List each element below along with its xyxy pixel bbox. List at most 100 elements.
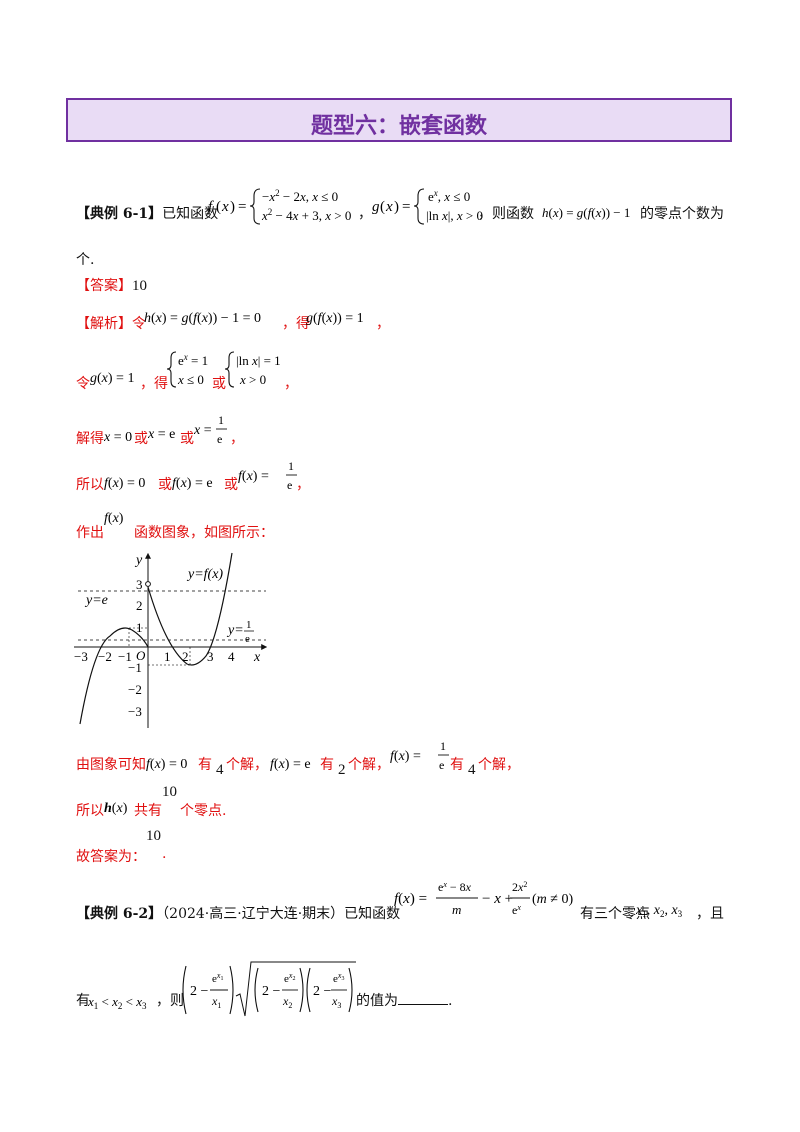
- text-gejie-3: 个解，: [478, 757, 520, 773]
- example-2-source: （2024·高三·辽宁大连·期末）: [162, 906, 345, 922]
- symbol-h-x: h(x): [104, 801, 128, 816]
- answer-blank[interactable]: [398, 992, 448, 1005]
- svg-text:e: e: [217, 432, 222, 446]
- text-comma: ，: [376, 316, 390, 332]
- svg-text:2 −: 2 −: [190, 984, 209, 999]
- then-text: ，则函数: [478, 206, 534, 222]
- text-then: ，则: [156, 993, 184, 1009]
- svg-text:−x2 − 2x, x ≤ 0: −x2 − 2x, x ≤ 0: [262, 188, 338, 204]
- svg-text:f(x) =: f(x) =: [390, 749, 421, 764]
- h-definition: h(x) = g(f(x)) − 1: [542, 205, 630, 220]
- text-ling-2: 令: [76, 376, 90, 392]
- svg-text:h(x): h(x): [104, 801, 128, 816]
- svg-text:|ln x| = 1: |ln x| = 1: [236, 353, 281, 368]
- origin-label: O: [136, 648, 146, 663]
- svg-text:e: e: [439, 758, 444, 772]
- x-axis-label: x: [253, 650, 261, 665]
- f-piecewise-definition: f (x) = −x2 − 2x, x ≤ 0 x2 − 4x + 3, x >…: [208, 188, 351, 225]
- zeros-list: x1, x2, x3: [636, 903, 683, 919]
- text-comma-2: ，: [284, 376, 298, 392]
- svg-text:g: g: [372, 199, 380, 215]
- text-gejie-2: 个解，: [348, 757, 390, 773]
- system-ln-case: |ln x| = 1 x > 0: [224, 351, 281, 388]
- text-answer-final: 故答案为：: [76, 849, 146, 865]
- text-suoyi-7: 所以: [76, 803, 104, 819]
- svg-text:f(x) = 0: f(x) = 0: [146, 757, 187, 772]
- svg-text:=: =: [238, 199, 246, 215]
- text-de: ，得: [282, 316, 310, 332]
- text-comma-3: ，: [230, 431, 244, 447]
- y-tick-label: 2: [136, 598, 143, 613]
- text-ling: 令: [132, 316, 146, 332]
- svg-text:=: =: [402, 199, 410, 215]
- svg-text:ex: ex: [512, 903, 521, 917]
- svg-text:(: (: [216, 199, 221, 215]
- solution-x-inv-e: x = 1 e: [194, 413, 227, 446]
- text-period-2: .: [448, 993, 453, 1009]
- svg-text:x: x: [221, 199, 229, 215]
- analysis-line-1: 【解析】令: [76, 313, 146, 333]
- text-or: 或: [212, 376, 226, 392]
- svg-text:h(x) = g(f(x)) − 1: h(x) = g(f(x)) − 1: [542, 205, 630, 220]
- equation-f-e-b: f(x) = e: [270, 757, 311, 772]
- text-you: 有: [76, 993, 90, 1009]
- y-axis-label: y: [134, 553, 143, 568]
- answer-value: 10: [132, 278, 147, 294]
- x-tick-label: −3: [74, 649, 88, 664]
- final-answer: 10: [146, 828, 161, 844]
- x-tick-label: −2: [98, 649, 112, 664]
- text-from-graph: 由图象可知: [76, 757, 146, 773]
- svg-text:g(f(x)) = 1: g(f(x)) = 1: [306, 311, 364, 326]
- solution-x-e: x = e: [148, 427, 175, 442]
- svg-text:x1 < x2 < x3: x1 < x2 < x3: [88, 994, 147, 1011]
- svg-text:): ): [394, 199, 399, 215]
- y-tick-label: 1: [136, 620, 143, 635]
- line-inv-e-label: y=: [226, 623, 244, 638]
- svg-text:f(x) =: f(x) =: [394, 891, 427, 907]
- text-zeros: 个零点.: [180, 803, 227, 819]
- svg-text:(m ≠ 0): (m ≠ 0): [532, 892, 573, 907]
- solution-x-0: x = 0: [104, 430, 132, 445]
- x-tick-label: 1: [164, 649, 171, 664]
- text-graph-caption: 函数图象，如图所示：: [134, 525, 274, 541]
- svg-text:x =: x =: [194, 423, 212, 438]
- line-inv-e-num: 1: [246, 619, 252, 631]
- svg-text:ex, x ≤ 0: ex, x ≤ 0: [428, 188, 470, 204]
- ex2-f-definition: f(x) = ex − 8x m − x + 2x2 ex (m ≠ 0): [394, 880, 573, 917]
- svg-text:x1: x1: [211, 994, 221, 1010]
- count-2: 2: [338, 762, 346, 778]
- count-1: 4: [216, 762, 224, 778]
- open-point: [145, 581, 151, 587]
- text-suoyi: 所以: [76, 477, 104, 493]
- svg-text:2x2: 2x2: [512, 880, 527, 894]
- question-text-end: 个.: [76, 252, 95, 268]
- equation-f-0: f(x) = 0: [104, 476, 145, 491]
- svg-text:h(x) = g(f(x)) − 1 = 0: h(x) = g(f(x)) − 1 = 0: [144, 311, 261, 326]
- svg-text:1: 1: [218, 413, 224, 427]
- text-gejie-1: 个解，: [226, 757, 268, 773]
- svg-text:2 −: 2 −: [262, 984, 281, 999]
- svg-text:1: 1: [440, 739, 446, 753]
- svg-text:f: f: [208, 199, 214, 215]
- equation-f-e: f(x) = e: [172, 476, 213, 491]
- equation-g-one: g(x) = 1: [90, 371, 134, 386]
- svg-text:1: 1: [288, 459, 294, 473]
- example-2-statement: 【典例 6-2】（2024·高三·辽宁大连·期末）已知函数: [76, 903, 400, 923]
- curve-right: [147, 552, 233, 666]
- text-period: .: [162, 846, 167, 862]
- curve-left: [79, 627, 149, 725]
- function-graph: y x O y=f(x) y=e y= 1 e −3 −2 −1 1 2 3 4…: [74, 552, 268, 728]
- question-end: 的值为.: [356, 990, 452, 1010]
- example-1-statement: 【典例 6-1】已知函数: [76, 203, 218, 223]
- svg-text:ex3: ex3: [333, 971, 344, 985]
- text-or-4b: 或: [224, 477, 238, 493]
- y-tick-label: −3: [128, 704, 142, 719]
- svg-text:− x +: − x +: [482, 891, 513, 907]
- section-title-banner: 题型六：嵌套函数: [66, 98, 732, 142]
- comma: ，: [358, 206, 372, 222]
- example-1-tag: 【典例 6-1】: [76, 206, 163, 222]
- svg-text:|ln x|, x > 0: |ln x|, x > 0: [426, 208, 483, 223]
- ex2-expression: 2 − ex1 x1 2 − ex2 x2 2 − ex3 x3: [182, 961, 356, 1017]
- x-tick-label: 3: [207, 649, 214, 664]
- analysis-tag: 【解析】: [76, 316, 132, 332]
